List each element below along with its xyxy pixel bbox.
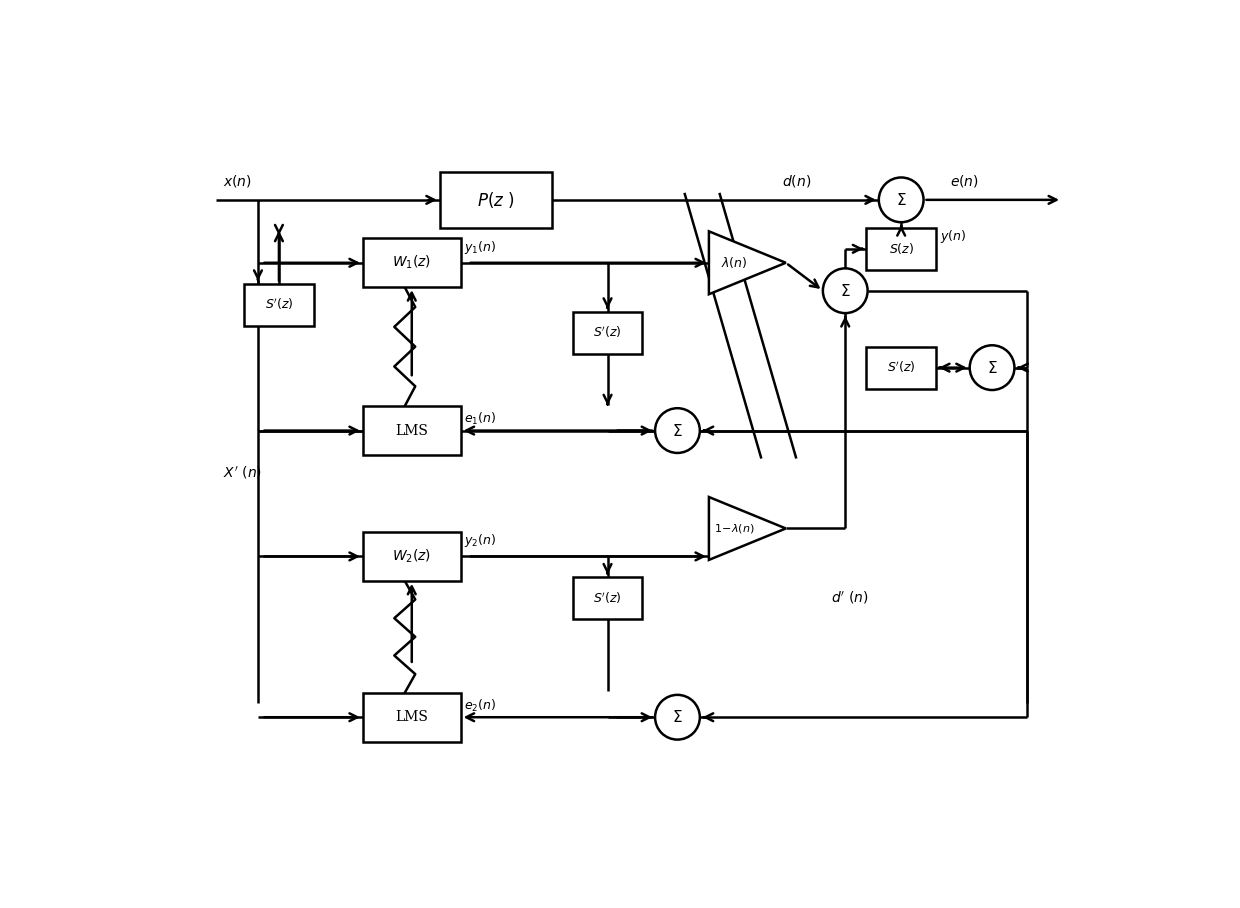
Bar xyxy=(573,311,642,353)
Text: $e_2(n)$: $e_2(n)$ xyxy=(464,697,496,714)
Text: $X'\ (n)$: $X'\ (n)$ xyxy=(223,464,262,480)
Text: LMS: LMS xyxy=(396,710,428,725)
Text: $y_1(n)$: $y_1(n)$ xyxy=(464,239,496,256)
Bar xyxy=(867,347,936,389)
Text: $S(z)$: $S(z)$ xyxy=(889,242,914,256)
Text: $S'(z)$: $S'(z)$ xyxy=(593,590,622,607)
Text: $\Sigma$: $\Sigma$ xyxy=(672,422,683,439)
Bar xyxy=(440,172,552,228)
Circle shape xyxy=(655,409,699,453)
Circle shape xyxy=(823,269,868,313)
Text: $d'\ (n)$: $d'\ (n)$ xyxy=(831,590,869,607)
Text: $S'(z)$: $S'(z)$ xyxy=(887,360,915,375)
Bar xyxy=(244,283,314,326)
Text: $d(n)$: $d(n)$ xyxy=(782,173,811,190)
Text: $\Sigma$: $\Sigma$ xyxy=(987,360,997,376)
Bar xyxy=(867,228,936,270)
Text: $\lambda(n)$: $\lambda(n)$ xyxy=(722,255,748,271)
Circle shape xyxy=(970,345,1014,390)
Bar xyxy=(573,577,642,619)
Bar xyxy=(363,532,461,581)
Text: $W_2(z)$: $W_2(z)$ xyxy=(392,548,432,565)
Text: $y_2(n)$: $y_2(n)$ xyxy=(464,532,496,549)
Text: $e_1(n)$: $e_1(n)$ xyxy=(464,411,496,427)
Circle shape xyxy=(655,695,699,740)
Text: $\Sigma$: $\Sigma$ xyxy=(895,192,906,208)
Text: $P(z\ )$: $P(z\ )$ xyxy=(477,190,515,210)
Text: $W_1(z)$: $W_1(z)$ xyxy=(392,254,432,271)
Text: $S'(z)$: $S'(z)$ xyxy=(264,297,294,312)
Text: $y(n)$: $y(n)$ xyxy=(940,228,966,245)
Text: $\Sigma$: $\Sigma$ xyxy=(839,282,851,299)
Text: $1\!-\!\lambda(n)$: $1\!-\!\lambda(n)$ xyxy=(714,522,755,535)
Text: LMS: LMS xyxy=(396,423,428,438)
Bar xyxy=(363,406,461,455)
Bar xyxy=(363,238,461,287)
Circle shape xyxy=(879,177,924,222)
Text: $S'(z)$: $S'(z)$ xyxy=(593,325,622,340)
Text: $\Sigma$: $\Sigma$ xyxy=(672,709,683,725)
Text: $x(n)$: $x(n)$ xyxy=(223,173,252,190)
Text: $e(n)$: $e(n)$ xyxy=(950,173,980,190)
Polygon shape xyxy=(709,232,786,294)
Polygon shape xyxy=(709,497,786,560)
Bar xyxy=(363,693,461,742)
